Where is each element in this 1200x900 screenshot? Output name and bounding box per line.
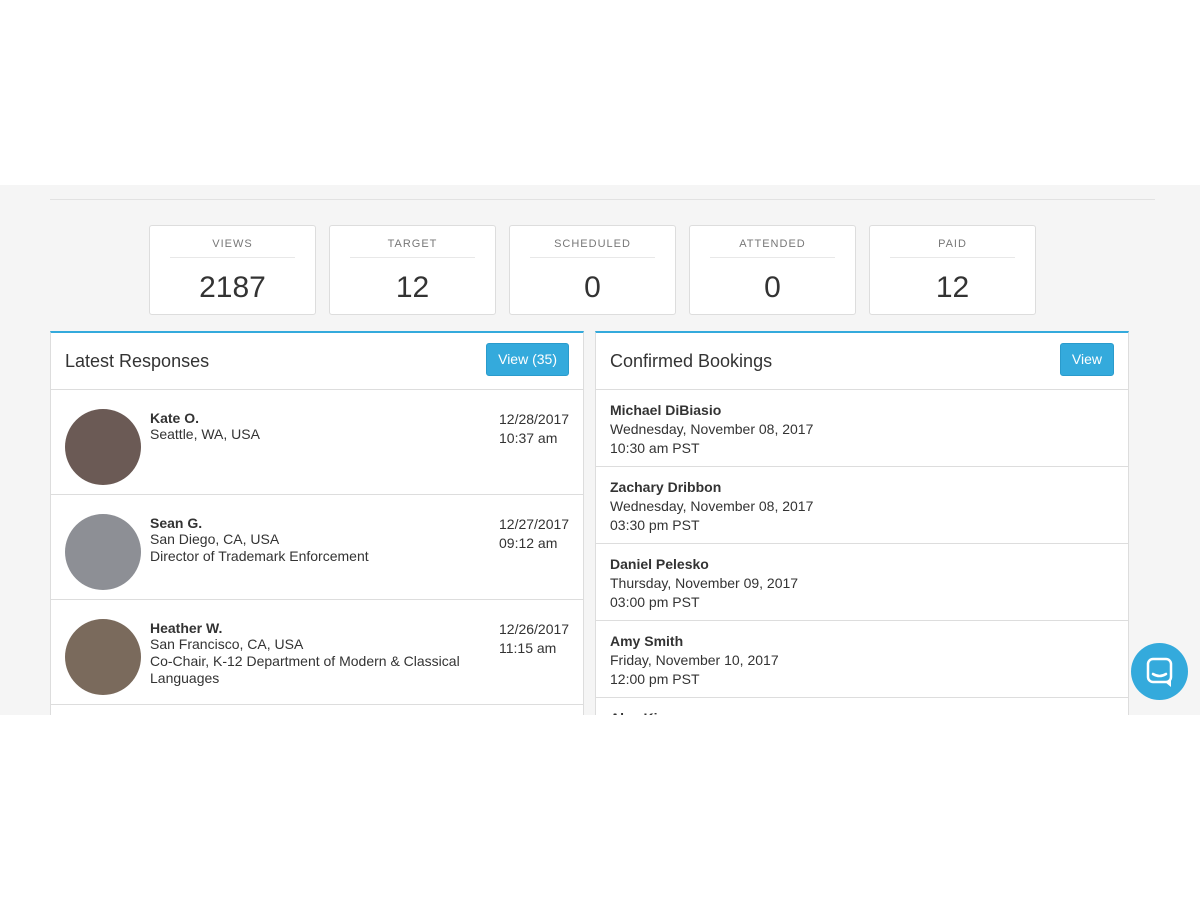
response-row[interactable]: Heather W. San Francisco, CA, USA Co-Chair…: [51, 600, 583, 705]
panel-title: Latest Responses: [65, 351, 210, 371]
person-name: Kate O.: [150, 410, 200, 426]
detail-line: Co-Chair, K-12 Department of Modern & Cl…: [150, 653, 460, 686]
response-datetime: 12/26/2017 11:15 am: [499, 620, 569, 658]
avatar: [65, 514, 141, 590]
detail-line: San Francisco, CA, USA: [150, 636, 304, 652]
stat-label: TARGET: [350, 238, 475, 258]
detail-line: 10:30 am PST: [610, 440, 700, 456]
detail-line: 12:00 pm PST: [610, 671, 700, 687]
response-datetime: 12/28/2017 10:37 am: [499, 410, 569, 448]
person-name: Michael DiBiasio: [610, 402, 722, 418]
detail-line: Thursday, November 09, 2017: [610, 575, 799, 591]
view-button[interactable]: View (35): [486, 343, 569, 376]
stat-card: TARGET 12: [329, 225, 496, 315]
person-name: Amy Smith: [610, 633, 684, 649]
confirmed-bookings-panel: Confirmed Bookings View Michael DiBiasio…: [595, 331, 1129, 715]
response-info: Sean G. San Diego, CA, USA Director of Tra…: [150, 515, 470, 565]
panel-header: Latest Responses View (35): [51, 333, 583, 390]
response-info: Kate O. Seattle, WA, USA: [150, 410, 470, 443]
chat-button[interactable]: [1131, 643, 1188, 700]
stat-card: SCHEDULED 0: [509, 225, 676, 315]
stat-value: 12: [395, 271, 430, 304]
booking-info: Daniel Pelesko Thursday, November 09, 201…: [610, 555, 798, 612]
response-row[interactable]: Kate O. Seattle, WA, USA 12/28/2017 10:37 a…: [51, 390, 583, 495]
stat-card: VIEWS 2187: [149, 225, 316, 315]
booking-info: Michael DiBiasio Wednesday, November 08, …: [610, 401, 813, 458]
booking-row[interactable]: Zachary Dribbon Wednesday, November 08, 2…: [596, 467, 1128, 544]
detail-line: Wednesday, November 08, 2017: [610, 421, 814, 437]
date: 12/28/2017: [499, 411, 570, 427]
person-name: Zachary Dribbon: [610, 479, 722, 495]
person-name: Daniel Pelesko: [610, 556, 709, 572]
stat-value: 12: [935, 271, 970, 304]
booking-row[interactable]: Amy Smith Friday, November 10, 2017 12:00 …: [596, 621, 1128, 698]
stat-label: ATTENDED: [710, 238, 835, 258]
stat-label: PAID: [890, 238, 1015, 258]
response-datetime: 12/27/2017 09:12 am: [499, 515, 569, 553]
stat-card: ATTENDED 0: [689, 225, 856, 315]
booking-info: Amy Smith Friday, November 10, 2017 12:00 …: [610, 632, 779, 689]
response-info: Heather W. San Francisco, CA, USA Co-Chair…: [150, 620, 470, 687]
stat-value: 0: [584, 271, 601, 304]
booking-row[interactable]: Alex Kim: [596, 698, 1128, 715]
stat-value: 0: [764, 271, 781, 304]
time: 11:15 am: [499, 640, 557, 656]
detail-line: Director of Trademark Enforcement: [150, 548, 369, 564]
detail-line: Friday, November 10, 2017: [610, 652, 779, 668]
date: 12/27/2017: [499, 516, 570, 532]
booking-info: Alex Kim: [610, 709, 670, 715]
stat-label: VIEWS: [170, 238, 295, 258]
chat-icon: [1146, 657, 1173, 687]
detail-line: 03:00 pm PST: [610, 594, 700, 610]
booking-row[interactable]: Daniel Pelesko Thursday, November 09, 201…: [596, 544, 1128, 621]
avatar: [65, 409, 141, 485]
detail-line: Wednesday, November 08, 2017: [610, 498, 814, 514]
dashboard: VIEWS 2187 TARGET 12 SCHEDULED 0 ATTENDED 0 PAID…: [0, 185, 1200, 715]
stat-label: SCHEDULED: [530, 238, 655, 258]
view-button[interactable]: View: [1059, 343, 1114, 376]
stat-card: PAID 12: [869, 225, 1036, 315]
detail-line: Seattle, WA, USA: [150, 426, 260, 442]
stat-value: 2187: [199, 271, 266, 304]
person-name: Heather W.: [150, 620, 223, 636]
response-list: Kate O. Seattle, WA, USA 12/28/2017 10:37 a…: [51, 390, 583, 705]
divider: [50, 199, 1155, 200]
person-name: Alex Kim: [610, 709, 670, 715]
latest-responses-panel: Latest Responses View (35) Kate O. Seattl…: [50, 331, 584, 715]
response-row[interactable]: Sean G. San Diego, CA, USA Director of Tra…: [51, 495, 583, 600]
detail-line: San Diego, CA, USA: [150, 531, 280, 547]
time: 10:37 am: [499, 430, 558, 446]
detail-line: 03:30 pm PST: [610, 517, 700, 533]
panel-title: Confirmed Bookings: [610, 351, 773, 371]
person-name: Sean G.: [150, 515, 203, 531]
time: 09:12 am: [499, 535, 558, 551]
booking-list: Michael DiBiasio Wednesday, November 08, …: [596, 390, 1128, 715]
avatar: [65, 619, 141, 695]
booking-info: Zachary Dribbon Wednesday, November 08, 2…: [610, 478, 813, 535]
booking-row[interactable]: Michael DiBiasio Wednesday, November 08, …: [596, 390, 1128, 467]
date: 12/26/2017: [499, 621, 570, 637]
panel-header: Confirmed Bookings View: [596, 333, 1128, 390]
